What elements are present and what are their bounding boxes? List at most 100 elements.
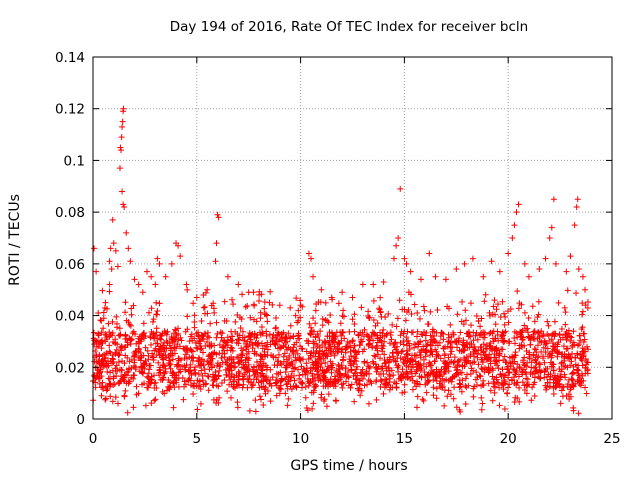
data-band-point <box>408 368 415 375</box>
data-band-point <box>126 321 133 328</box>
data-band-point <box>506 381 513 388</box>
data-band-point <box>242 365 249 372</box>
data-band-point <box>136 368 143 375</box>
data-band-point <box>149 350 156 357</box>
data-band-point <box>343 378 350 385</box>
data-band-point <box>563 332 570 339</box>
data-band-point <box>504 308 511 315</box>
data-band-point <box>272 354 279 361</box>
data-band-point <box>479 356 486 363</box>
data-band-point <box>340 313 347 320</box>
data-band-point <box>342 365 349 372</box>
data-band-point <box>181 362 188 369</box>
data-band-point <box>115 332 122 339</box>
data-band-point <box>281 350 288 357</box>
data-band-point <box>373 368 380 375</box>
data-band-point <box>142 344 149 351</box>
data-band-point <box>480 334 487 341</box>
data-band-point <box>361 346 368 353</box>
data-band-point <box>570 328 577 335</box>
data-band-point <box>430 392 437 399</box>
data-point <box>121 203 128 210</box>
data-band-point <box>232 318 239 325</box>
data-band-point <box>164 387 171 394</box>
data-point <box>496 268 503 275</box>
data-band-point <box>262 384 269 391</box>
data-band-point <box>142 402 149 409</box>
data-band-point <box>496 384 503 391</box>
data-band-point <box>124 339 131 346</box>
data-band-point <box>364 381 371 388</box>
data-point <box>168 260 175 267</box>
data-band-point <box>492 335 499 342</box>
data-band-point <box>447 391 454 398</box>
data-band-point <box>506 338 513 345</box>
data-band-point <box>515 373 522 380</box>
data-band-point <box>427 308 434 315</box>
data-band-point <box>99 384 106 391</box>
data-band-point <box>576 341 583 348</box>
data-band-point <box>536 360 543 367</box>
data-band-point <box>284 338 291 345</box>
data-band-point <box>297 314 304 321</box>
data-band-point <box>436 380 443 387</box>
data-band-point <box>202 370 209 377</box>
data-point <box>469 255 476 262</box>
data-band-point <box>523 370 530 377</box>
data-band-point <box>500 357 507 364</box>
data-band-point <box>319 322 326 329</box>
data-band-point <box>470 385 477 392</box>
data-band-point <box>541 359 548 366</box>
data-band-point <box>359 366 366 373</box>
data-band-point <box>292 312 299 319</box>
data-band-point <box>91 358 98 365</box>
data-band-point <box>256 362 263 369</box>
data-band-point <box>267 398 274 405</box>
data-band-point <box>156 300 163 307</box>
data-band-point <box>531 379 538 386</box>
data-band-point <box>491 350 498 357</box>
data-band-point <box>244 302 251 309</box>
data-band-point <box>252 368 259 375</box>
data-band-point <box>290 333 297 340</box>
data-band-point <box>255 379 262 386</box>
data-band-point <box>572 354 579 361</box>
data-band-point <box>495 365 502 372</box>
data-band-point <box>226 373 233 380</box>
data-band-point <box>113 320 120 327</box>
data-band-point <box>398 371 405 378</box>
data-band-point <box>482 291 489 298</box>
data-point <box>110 240 117 247</box>
data-band-point <box>259 353 266 360</box>
data-point <box>177 253 184 260</box>
data-band-point <box>515 305 522 312</box>
data-point <box>349 294 356 301</box>
data-band-point <box>399 348 406 355</box>
data-band-point <box>160 362 167 369</box>
data-band-point <box>481 365 488 372</box>
data-point <box>102 299 109 306</box>
data-band-point <box>169 336 176 343</box>
data-band-point <box>546 383 553 390</box>
data-band-point <box>107 393 114 400</box>
data-band-point <box>206 351 213 358</box>
data-band-point <box>356 342 363 349</box>
data-band-point <box>113 346 120 353</box>
data-band-point <box>499 298 506 305</box>
data-point <box>127 258 134 265</box>
data-point <box>214 211 221 218</box>
y-tick-labels: 0 0.02 0.04 0.06 0.08 0.1 0.12 0.14 <box>55 50 85 428</box>
data-band-point <box>197 386 204 393</box>
data-band-point <box>414 309 421 316</box>
data-band-point <box>267 380 274 387</box>
data-band-point <box>416 315 423 322</box>
data-band-point <box>366 314 373 321</box>
data-band-point <box>273 324 280 331</box>
data-point <box>93 268 100 275</box>
data-band-point <box>447 321 454 328</box>
data-band-point <box>149 318 156 325</box>
data-band-point <box>462 401 469 408</box>
data-band-point <box>115 352 122 359</box>
data-band-point <box>459 377 466 384</box>
data-band-point <box>554 372 561 379</box>
